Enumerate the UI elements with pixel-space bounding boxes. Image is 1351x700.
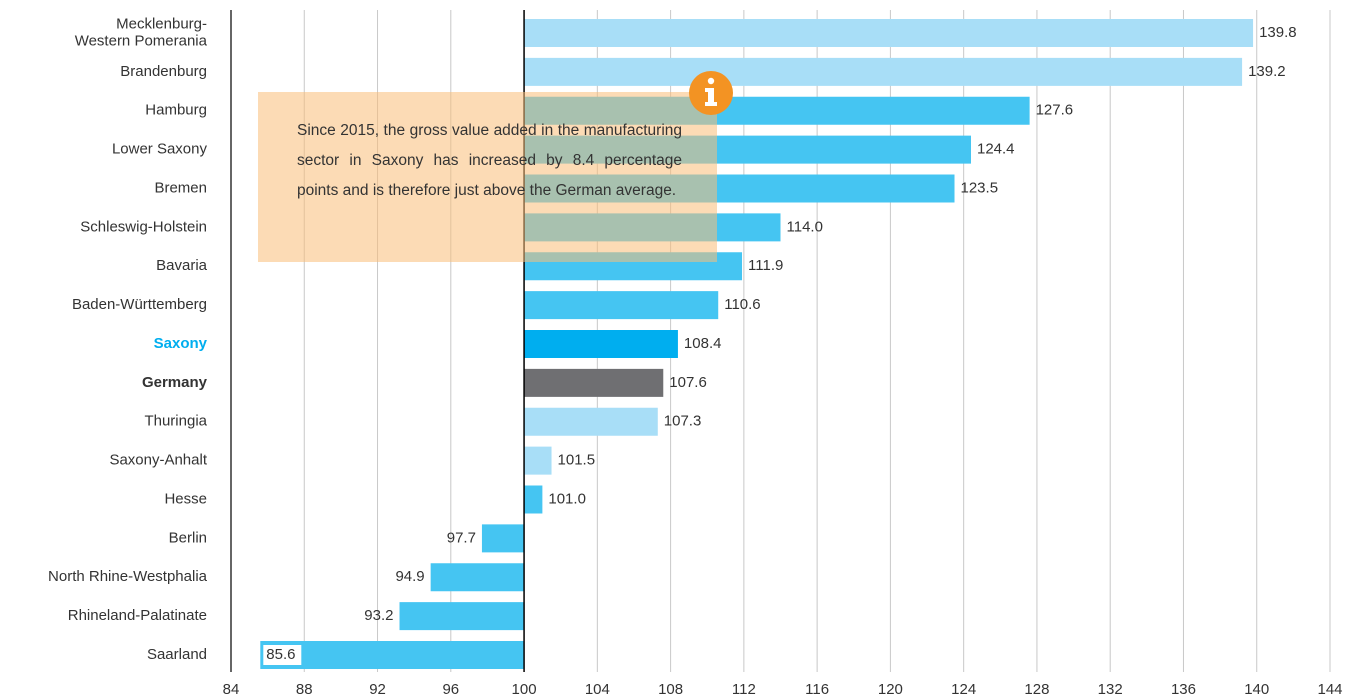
category-label: Rhineland-Palatinate — [68, 607, 207, 624]
info-stem — [705, 88, 717, 106]
category-label: Baden-Württemberg — [72, 296, 207, 313]
category-label: Mecklenburg-Western Pomerania — [75, 15, 208, 49]
value-label: 139.8 — [1259, 24, 1297, 41]
category-label: Schleswig-Holstein — [80, 218, 207, 235]
x-tick-label: 120 — [878, 681, 903, 698]
bar — [524, 407, 658, 436]
value-label: 107.6 — [669, 374, 707, 391]
value-label: 97.7 — [447, 529, 476, 546]
category-label: Lower Saxony — [112, 141, 208, 158]
bar — [524, 19, 1254, 47]
category-label: Saarland — [147, 646, 207, 663]
x-tick-label: 144 — [1317, 681, 1342, 698]
x-tick-label: 136 — [1171, 681, 1196, 698]
bar — [524, 368, 664, 397]
annotation-text: Since 2015, the gross value added in the… — [297, 122, 682, 199]
category-label: Saxony — [154, 335, 208, 352]
x-tick-label: 140 — [1244, 681, 1269, 698]
value-label: 101.0 — [548, 490, 586, 507]
info-dot — [707, 77, 715, 85]
category-label: Hesse — [164, 490, 207, 507]
x-tick-label: 84 — [223, 681, 240, 698]
value-label-bg — [263, 645, 302, 665]
category-label: Hamburg — [145, 102, 207, 119]
x-tick-label: 124 — [951, 681, 976, 698]
value-label: 111.9 — [748, 257, 783, 274]
x-tick-label: 116 — [805, 681, 829, 698]
x-tick-label: 100 — [512, 681, 537, 698]
bar — [481, 524, 525, 553]
category-label: Saxony-Anhalt — [109, 452, 207, 469]
value-label: 107.3 — [664, 413, 702, 430]
category-label: Germany — [142, 374, 208, 391]
category-label: Brandenburg — [120, 63, 207, 80]
value-label: 93.2 — [364, 607, 393, 624]
value-label: 123.5 — [961, 179, 999, 196]
category-label: Bremen — [154, 179, 207, 196]
annotation-box — [258, 92, 717, 262]
annotation: Since 2015, the gross value added in the… — [297, 122, 682, 199]
value-label: 124.4 — [977, 141, 1015, 158]
value-label: 108.4 — [684, 335, 722, 352]
value-label: 94.9 — [395, 568, 424, 585]
category-label: North Rhine-Westphalia — [48, 568, 208, 585]
x-tick-label: 112 — [732, 681, 756, 698]
x-tick-label: 132 — [1098, 681, 1123, 698]
bar — [524, 485, 543, 514]
value-label: 139.2 — [1248, 63, 1286, 80]
bar — [524, 291, 719, 320]
x-tick-label: 96 — [442, 681, 459, 698]
value-label: 101.5 — [558, 452, 596, 469]
x-tick-label: 92 — [369, 681, 386, 698]
x-tick-label: 104 — [585, 681, 610, 698]
category-label: Bavaria — [156, 257, 208, 274]
value-label: 110.6 — [724, 296, 760, 313]
value-label: 127.6 — [1036, 102, 1074, 119]
x-tick-label: 108 — [658, 681, 683, 698]
x-tick-label: 128 — [1024, 681, 1049, 698]
category-label: Berlin — [169, 529, 207, 546]
value-label: 85.6 — [266, 646, 295, 663]
bar — [260, 641, 525, 669]
bar — [399, 602, 525, 631]
x-tick-label: 88 — [296, 681, 313, 698]
value-label: 114.0 — [787, 218, 823, 235]
bar — [430, 563, 525, 592]
bar — [524, 57, 1243, 86]
bar — [524, 330, 678, 358]
bar — [524, 446, 552, 475]
category-label: Thuringia — [144, 413, 207, 430]
